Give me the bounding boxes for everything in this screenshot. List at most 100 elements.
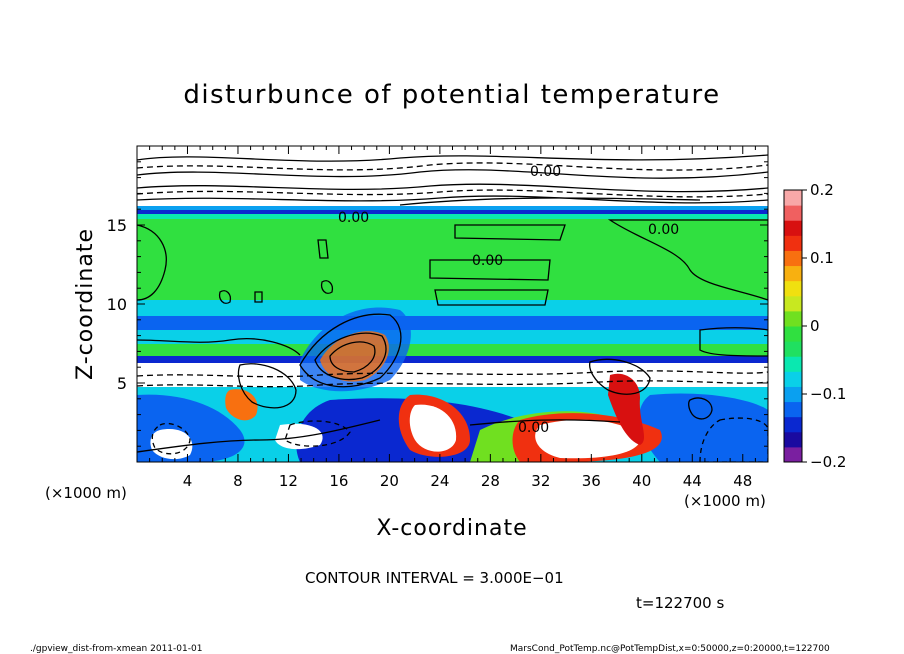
colorbar-swatch: [784, 341, 802, 357]
colorbar-swatch: [784, 371, 802, 387]
lower-blue-blob-3: [639, 393, 768, 462]
contour-mid-1: [454, 224, 566, 241]
contour-lines: [137, 154, 768, 462]
contour-label: 0.00: [338, 210, 369, 226]
x-tick-label: 32: [531, 472, 550, 490]
contour-small-4: [218, 290, 232, 304]
contour-upper-dashed: [137, 162, 768, 171]
colorbar-swatch: [784, 220, 802, 236]
lower-white-region: [137, 363, 768, 387]
tropopause-band: [137, 206, 768, 212]
contour-plume-2: [314, 332, 387, 381]
contour-low-3: [137, 419, 381, 453]
y-tick-label: 5: [117, 374, 127, 393]
contour-upper-1: [137, 154, 768, 162]
lower-white-blob-1: [409, 404, 457, 452]
footer-right: MarsCond_PotTemp.nc@PotTempDist,x=0:5000…: [510, 644, 830, 654]
contour-low-6: [284, 420, 351, 447]
lower-white-blob-2: [535, 419, 641, 459]
colorbar-swatch: [784, 280, 802, 297]
contour-plume-5: [589, 358, 651, 395]
x-tick-label: 8: [233, 472, 243, 490]
colorbar-swatch: [784, 310, 802, 327]
colorbar-swatch: [784, 386, 802, 403]
contour-interval-text: CONTOUR INTERVAL = 3.000E−01: [305, 569, 564, 587]
colorbar-tick-label: 0.1: [810, 249, 834, 267]
colorbar-ticks: 0.2 0.1 0 −0.1 −0.2: [802, 181, 846, 471]
colorbar-swatch: [784, 401, 802, 418]
colorbar-swatch: [784, 446, 802, 463]
contour-label: 0.00: [648, 222, 679, 238]
mid-cyan-band: [137, 300, 768, 316]
x-tick-label: 24: [430, 472, 449, 490]
contour-label-group: 0.00 0.00 0.00 0.00 0.00: [338, 164, 679, 436]
x-tick-label: 4: [183, 472, 193, 490]
inversion-band: [137, 356, 768, 363]
lower-orange-blob: [225, 389, 258, 421]
contour-plume-1: [299, 313, 402, 388]
colorbar-tick-label: −0.1: [810, 385, 846, 403]
x-axis-title: X-coordinate: [376, 516, 527, 541]
x-unit-label-right: (×1000 m): [684, 492, 766, 510]
colorbar-tick-label: 0.2: [810, 181, 834, 199]
contour-small-2: [320, 280, 334, 294]
convective-plume-core: [320, 331, 389, 382]
mid-cyan-band-lower: [137, 330, 768, 344]
contour-upper-dashed-2: [137, 189, 768, 198]
contour-plume-3: [329, 341, 376, 373]
colorbar-swatch: [784, 190, 802, 206]
y-axis: 5 10 15: [107, 145, 768, 463]
x-tick-label: 36: [582, 472, 601, 490]
colorbar-swatch: [784, 431, 802, 448]
y-tick-label: 15: [107, 216, 127, 235]
contour-upper-2: [137, 169, 768, 179]
colorbar-tick-label: −0.2: [810, 453, 846, 471]
lower-white-blob-4: [275, 423, 323, 450]
contour-mid-4: [137, 224, 167, 301]
contour-label: 0.00: [530, 164, 561, 180]
x-tick-label: 44: [683, 472, 702, 490]
contour-upper-5: [399, 197, 701, 206]
contour-mid-5: [607, 219, 768, 301]
contour-label: 0.00: [518, 420, 549, 436]
colorbar-swatch: [784, 326, 802, 342]
contour-low-2: [137, 380, 768, 388]
contour-mid-6: [699, 327, 768, 357]
colorbar-swatch: [784, 356, 802, 372]
contour-mid-7: [137, 338, 301, 356]
colorbar-swatch: [784, 295, 802, 312]
contour-low-7: [688, 397, 713, 420]
footer-left: ./gpview_dist-from-xmean 2011-01-01: [30, 644, 202, 654]
contour-plume-4: [237, 363, 297, 409]
colorbar-swatch: [784, 235, 802, 251]
colorbar-tick-label: 0: [810, 317, 820, 335]
x-tick-label: 16: [329, 472, 348, 490]
contour-low-1: [137, 370, 768, 378]
colorbar-swatch: [784, 205, 802, 221]
contour-low-5: [151, 422, 191, 455]
contour-label: 0.00: [472, 253, 503, 269]
lower-red-blob-3: [608, 373, 645, 445]
x-tick-label: 28: [481, 472, 500, 490]
mid-blue-band: [137, 316, 768, 330]
contour-small-3: [254, 291, 263, 303]
colorbar-swatch: [784, 265, 802, 282]
x-tick-label: 12: [279, 472, 298, 490]
contour-mid-2: [429, 259, 551, 281]
contour-mid-3: [434, 289, 549, 306]
time-text: t=122700 s: [636, 594, 724, 612]
x-tick-label: 40: [632, 472, 651, 490]
chart-title: disturbunce of potential temperature: [183, 80, 720, 110]
y-axis-title: Z-coordinate: [73, 228, 98, 380]
contour-upper-3: [137, 183, 768, 193]
contour-low-4: [469, 419, 621, 426]
colorbar: [783, 189, 803, 463]
contour-upper-4: [137, 195, 768, 204]
tropopause-band-dark: [137, 210, 768, 214]
plot-area: [137, 146, 768, 462]
colorbar-swatch: [784, 250, 802, 267]
x-axis: 4 8 12 16 20 24 28 32 36 40 44 48: [136, 146, 769, 490]
contour-small-1: [317, 239, 329, 259]
x-tick-label: 20: [380, 472, 399, 490]
